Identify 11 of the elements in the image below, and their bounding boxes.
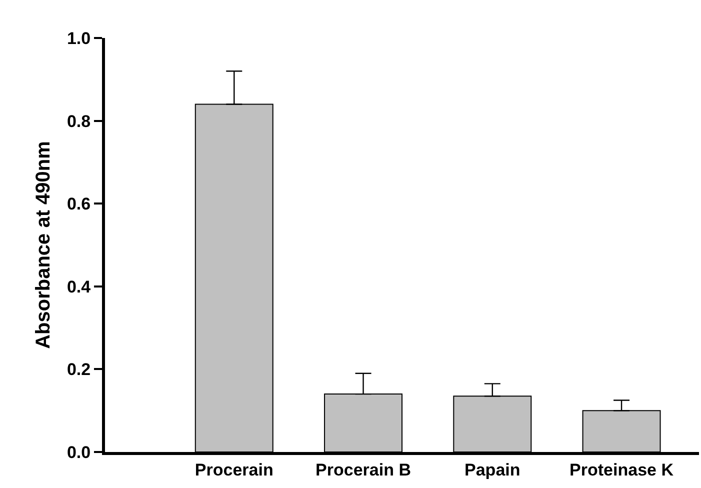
- y-axis-title: Absorbance at 490nm: [32, 141, 54, 349]
- y-tick-label: 0.8: [66, 112, 91, 131]
- x-tick-label: Proteinase K: [570, 460, 674, 480]
- y-tick-label: 1.0: [66, 28, 91, 48]
- x-tick-label: Papain: [464, 460, 520, 480]
- y-tick-label: 0.4: [66, 277, 92, 296]
- y-tick-label: 0.0: [66, 442, 91, 462]
- x-tick-label: Procerain B: [316, 460, 411, 480]
- y-tick-label: 0.6: [66, 194, 91, 214]
- y-tick-label: 0.2: [66, 360, 91, 380]
- x-tick-label: Procerain: [194, 460, 274, 480]
